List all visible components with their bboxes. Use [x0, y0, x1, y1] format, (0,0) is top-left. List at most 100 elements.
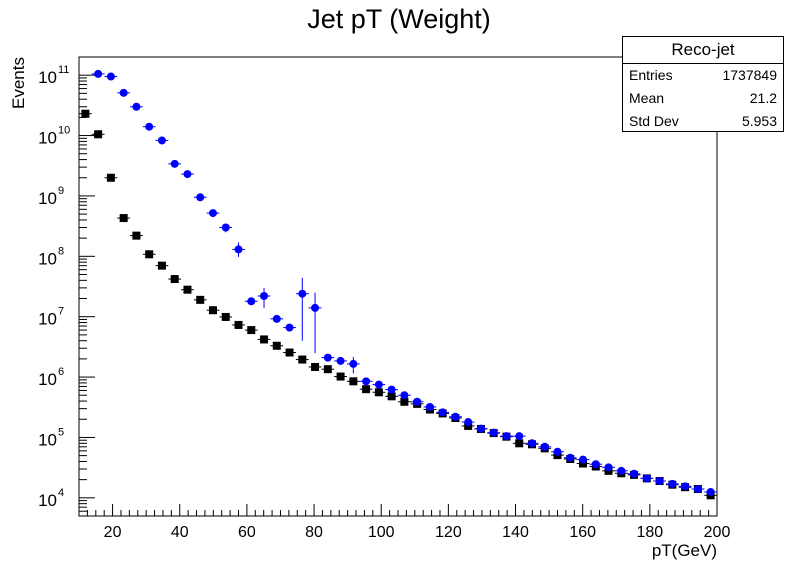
- data-point: [655, 476, 664, 485]
- data-point: [208, 306, 217, 315]
- data-point: [183, 285, 192, 294]
- chart-title: Jet pT (Weight): [307, 4, 491, 34]
- y-tick-label: 10: [38, 491, 57, 510]
- stats-row-entries: Entries 1737849: [623, 64, 783, 87]
- data-point: [285, 348, 294, 357]
- data-point: [94, 130, 103, 139]
- data-point: [106, 72, 115, 81]
- y-tick-exponent: 8: [58, 245, 64, 257]
- x-tick-label: 180: [636, 524, 663, 541]
- data-point: [387, 392, 396, 401]
- data-point: [579, 455, 588, 464]
- y-tick-label: 10: [38, 370, 57, 389]
- data-point: [362, 385, 371, 394]
- data-point: [374, 388, 383, 397]
- x-tick-label: 40: [171, 524, 189, 541]
- y-tick-label: 10: [38, 68, 57, 87]
- data-point: [681, 482, 690, 491]
- x-tick-label: 160: [569, 524, 596, 541]
- y-tick-label: 10: [38, 189, 57, 208]
- data-point: [145, 122, 154, 131]
- y-tick-exponent: 9: [58, 185, 64, 197]
- data-point: [502, 432, 511, 441]
- data-point: [400, 391, 409, 400]
- data-point: [119, 214, 128, 223]
- y-tick-exponent: 7: [58, 306, 64, 318]
- data-point: [170, 159, 179, 168]
- stats-value: 21.2: [749, 90, 777, 106]
- data-point: [668, 479, 677, 488]
- x-tick-label: 80: [305, 524, 323, 541]
- x-tick-label: 200: [704, 524, 731, 541]
- data-point: [540, 442, 549, 451]
- data-point: [132, 231, 141, 240]
- data-point: [323, 353, 332, 362]
- y-tick-exponent: 10: [58, 125, 70, 137]
- data-point: [119, 88, 128, 97]
- y-tick-label: 10: [38, 430, 57, 449]
- data-point: [374, 380, 383, 389]
- x-axis-label: pT(GeV): [652, 541, 717, 560]
- data-point: [349, 377, 358, 386]
- data-point: [298, 355, 307, 364]
- x-tick-label: 140: [502, 524, 529, 541]
- series-0: [79, 109, 717, 500]
- data-point: [617, 466, 626, 475]
- data-point: [630, 469, 639, 478]
- stats-title: Reco-jet: [623, 37, 783, 64]
- data-point: [476, 424, 485, 433]
- stats-box: Reco-jet Entries 1737849 Mean 21.2 Std D…: [622, 36, 784, 132]
- data-point: [349, 359, 358, 368]
- data-point: [362, 377, 371, 386]
- data-point: [553, 447, 562, 456]
- data-point: [311, 303, 320, 312]
- data-point: [285, 323, 294, 332]
- y-tick-exponent: 11: [58, 64, 69, 76]
- stats-row-mean: Mean 21.2: [623, 87, 783, 110]
- x-tick-label: 20: [104, 524, 122, 541]
- data-point: [336, 372, 345, 381]
- y-tick-exponent: 5: [58, 426, 64, 438]
- data-point: [527, 439, 536, 448]
- data-point: [260, 292, 269, 301]
- data-point: [170, 275, 179, 284]
- data-point: [272, 341, 281, 350]
- stats-row-stddev: Std Dev 5.953: [623, 110, 783, 133]
- data-point: [336, 356, 345, 365]
- y-tick-exponent: 6: [58, 366, 64, 378]
- data-point: [591, 460, 600, 469]
- x-tick-label: 100: [368, 524, 395, 541]
- data-point: [387, 385, 396, 394]
- data-point: [464, 418, 473, 427]
- data-point: [247, 297, 256, 306]
- y-tick-label: 10: [38, 310, 57, 329]
- data-point: [451, 412, 460, 421]
- data-point: [260, 335, 269, 344]
- data-point: [221, 223, 230, 232]
- data-point: [183, 170, 192, 179]
- data-point: [247, 326, 256, 335]
- data-point: [196, 295, 205, 304]
- data-point: [234, 320, 243, 329]
- y-tick-label: 10: [38, 129, 57, 148]
- data-point: [221, 312, 230, 321]
- data-point: [157, 261, 166, 270]
- data-point: [693, 485, 702, 494]
- stats-label: Std Dev: [629, 113, 679, 129]
- data-point: [706, 487, 715, 496]
- data-point: [106, 173, 115, 182]
- y-tick-exponent: 4: [58, 487, 64, 499]
- stats-value: 5.953: [741, 113, 777, 129]
- data-point: [515, 439, 524, 448]
- data-point: [413, 397, 422, 406]
- data-point: [196, 193, 205, 202]
- data-point: [94, 69, 103, 78]
- x-tick-label: 60: [238, 524, 256, 541]
- data-point: [604, 463, 613, 472]
- data-point: [642, 474, 651, 483]
- data-point: [438, 408, 447, 417]
- data-point: [234, 245, 243, 254]
- data-point: [272, 314, 281, 323]
- data-point: [489, 428, 498, 437]
- stats-value: 1737849: [722, 67, 777, 83]
